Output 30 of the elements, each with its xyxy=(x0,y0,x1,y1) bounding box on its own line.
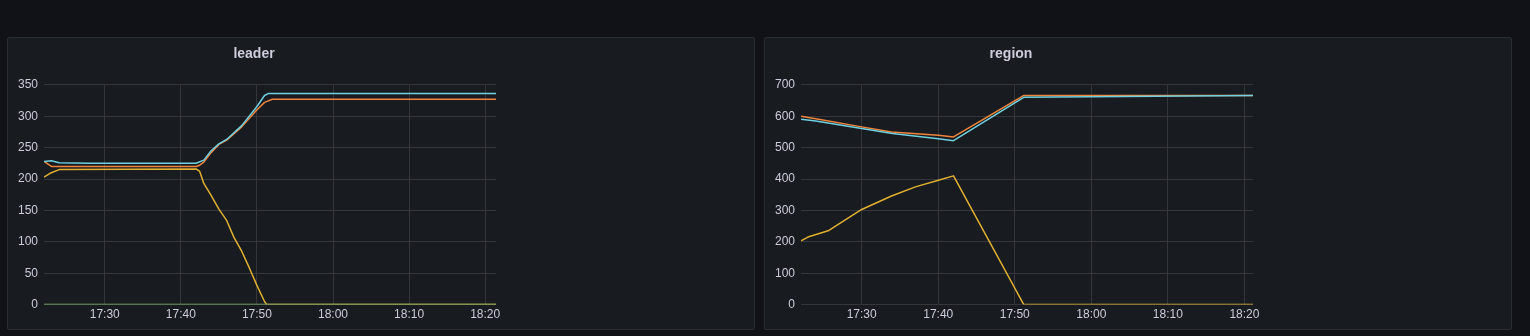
x-tick-label: 17:40 xyxy=(165,307,197,322)
x-tick-label: 17:30 xyxy=(846,307,877,322)
y-tick-label: 250 xyxy=(17,139,39,154)
x-tick-label: 18:10 xyxy=(1152,307,1184,322)
y-tick-label: 350 xyxy=(17,77,39,92)
y-tick-label: 100 xyxy=(774,265,796,280)
y-tick-label: 150 xyxy=(17,202,39,217)
x-tick-label: 17:30 xyxy=(89,307,121,322)
y-tick-label: 100 xyxy=(17,234,39,249)
x-tick-label: 17:50 xyxy=(999,307,1031,322)
y-tick-label: 200 xyxy=(17,171,39,186)
chart-title: leader xyxy=(233,45,276,62)
y-tick-label: 200 xyxy=(774,234,796,249)
x-tick-label: 17:50 xyxy=(241,307,273,322)
x-tick-label: 18:00 xyxy=(1076,307,1107,322)
y-tick-label: 50 xyxy=(24,265,39,280)
x-tick-label: 17:40 xyxy=(923,307,954,322)
y-tick-label: 0 xyxy=(31,296,39,311)
y-tick-label: 600 xyxy=(774,108,796,123)
x-tick-label: 18:20 xyxy=(1229,307,1260,322)
x-tick-label: 18:20 xyxy=(470,307,501,322)
x-tick-label: 18:10 xyxy=(394,307,425,322)
y-tick-label: 0 xyxy=(788,296,796,311)
y-tick-label: 700 xyxy=(774,77,796,92)
chart-title: region xyxy=(989,45,1033,62)
x-tick-label: 18:00 xyxy=(318,307,349,322)
y-tick-label: 300 xyxy=(774,202,796,217)
y-tick-label: 300 xyxy=(17,108,39,123)
y-tick-label: 400 xyxy=(774,171,796,186)
y-tick-label: 500 xyxy=(774,139,796,154)
